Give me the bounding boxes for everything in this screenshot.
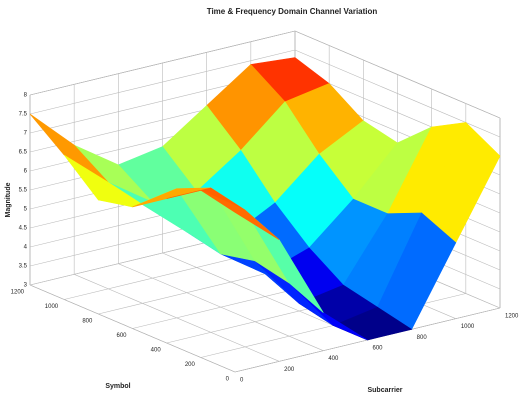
y-tick-label: 1200	[11, 290, 25, 296]
z-tick-label: 6.5	[19, 150, 28, 156]
x-tick-label: 1200	[505, 314, 519, 320]
grid-line	[118, 263, 324, 351]
surface-patch	[200, 190, 280, 240]
z-tick-label: 7	[24, 131, 28, 137]
z-tick-label: 8	[24, 93, 28, 99]
y-tick-label: 800	[82, 319, 93, 325]
x-axis-label: Subcarrier	[367, 387, 402, 394]
x-tick-label: 800	[417, 335, 428, 341]
z-tick-label: 4.5	[19, 226, 28, 232]
z-axis-label: Magnitude	[5, 182, 12, 217]
z-tick-label: 5.5	[19, 188, 28, 194]
z-tick-label: 4	[24, 245, 28, 251]
z-tick-label: 3.5	[19, 264, 28, 270]
y-tick-label: 600	[116, 333, 127, 339]
y-tick-label: 0	[226, 377, 230, 383]
y-tick-label: 400	[151, 348, 162, 354]
z-tick-label: 3	[24, 283, 28, 289]
chart-title: Time & Frequency Domain Channel Variatio…	[207, 7, 378, 16]
x-tick-label: 1000	[461, 324, 475, 330]
x-tick-label: 400	[328, 356, 339, 362]
x-tick-label: 600	[373, 346, 384, 352]
x-tick-label: 200	[284, 367, 295, 373]
z-tick-label: 6	[24, 169, 28, 175]
z-tick-label: 5	[24, 207, 28, 213]
grid-line	[74, 274, 280, 362]
y-tick-label: 200	[185, 362, 196, 368]
y-tick-label: 1000	[45, 304, 59, 310]
x-tick-label: 0	[240, 378, 244, 384]
z-tick-label: 7.5	[19, 112, 28, 118]
y-axis-label: Symbol	[105, 383, 130, 390]
grid-line	[29, 284, 236, 373]
